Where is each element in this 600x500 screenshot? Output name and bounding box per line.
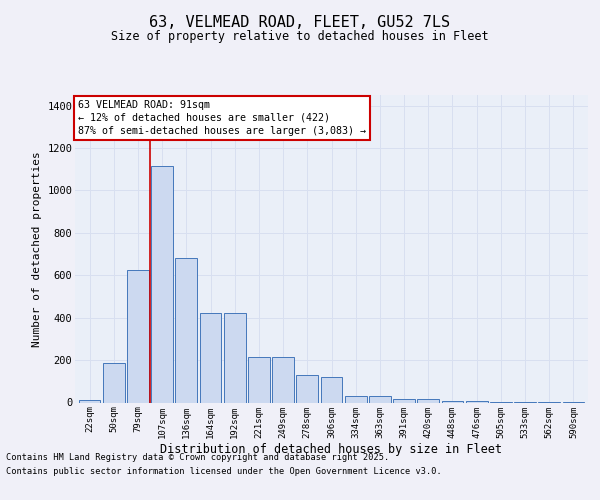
- Bar: [224, 314, 245, 402]
- Y-axis label: Number of detached properties: Number of detached properties: [32, 151, 41, 346]
- Bar: [272, 357, 294, 403]
- Bar: [151, 166, 173, 402]
- Bar: [369, 396, 391, 402]
- Bar: [103, 364, 125, 403]
- Text: Size of property relative to detached houses in Fleet: Size of property relative to detached ho…: [111, 30, 489, 43]
- X-axis label: Distribution of detached houses by size in Fleet: Distribution of detached houses by size …: [161, 443, 503, 456]
- Bar: [393, 400, 415, 402]
- Text: 63, VELMEAD ROAD, FLEET, GU52 7LS: 63, VELMEAD ROAD, FLEET, GU52 7LS: [149, 15, 451, 30]
- Bar: [345, 396, 367, 402]
- Bar: [175, 258, 197, 402]
- Text: Contains public sector information licensed under the Open Government Licence v3: Contains public sector information licen…: [6, 467, 442, 476]
- Text: 63 VELMEAD ROAD: 91sqm
← 12% of detached houses are smaller (422)
87% of semi-de: 63 VELMEAD ROAD: 91sqm ← 12% of detached…: [77, 100, 365, 136]
- Bar: [127, 270, 149, 402]
- Bar: [296, 375, 318, 402]
- Bar: [320, 377, 343, 402]
- Bar: [79, 400, 100, 402]
- Bar: [200, 314, 221, 402]
- Bar: [418, 400, 439, 402]
- Bar: [248, 357, 270, 403]
- Text: Contains HM Land Registry data © Crown copyright and database right 2025.: Contains HM Land Registry data © Crown c…: [6, 454, 389, 462]
